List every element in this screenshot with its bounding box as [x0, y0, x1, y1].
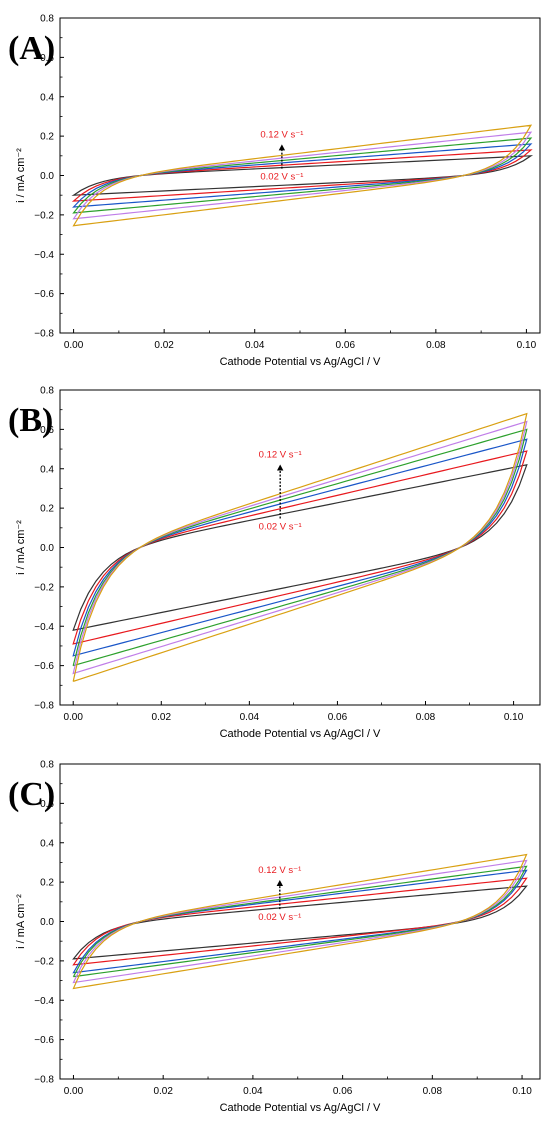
annotation-bottom: 0.02 V s⁻¹ [258, 912, 301, 923]
y-tick-label: 0.4 [40, 92, 54, 103]
x-tick-label: 0.00 [64, 340, 84, 351]
cv-series-3 [72, 869, 528, 974]
arrow-head [276, 464, 284, 471]
y-tick-label: 0.2 [40, 878, 54, 889]
annotation-top: 0.12 V s⁻¹ [258, 865, 301, 876]
cv-series-5 [72, 420, 528, 675]
x-tick-label: 0.06 [328, 712, 348, 723]
cv-chart-b: −0.8 −0.6 −0.4 −0.2 0.0 0.2 0.4 0.6 0.8 0.00 0.02 0… [15, 386, 541, 740]
cv-series-4 [72, 428, 528, 667]
annotation-top: 0.12 V s⁻¹ [259, 449, 302, 460]
x-tick-label: 0.06 [333, 1086, 353, 1097]
cv-series-1 [71, 155, 534, 196]
panel-label-c: (C) [8, 776, 56, 813]
y-tick-label: −0.2 [34, 210, 54, 221]
x-tick-label: 0.04 [240, 712, 260, 723]
annotation-bottom: 0.02 V s⁻¹ [260, 172, 303, 183]
y-tick-label: 0.0 [40, 543, 54, 554]
x-axis-title: Cathode Potential vs Ag/AgCl / V [220, 356, 381, 368]
y-tick-label: −0.6 [34, 1035, 54, 1046]
x-tick-label: 0.10 [504, 712, 524, 723]
y-axis-title: i / mA cm⁻² [15, 148, 27, 203]
x-tick-label: 0.08 [416, 712, 436, 723]
cv-chart-c: −0.8 −0.6 −0.4 −0.2 0.0 0.2 0.4 0.6 0.8 0.00 0.02 0… [15, 760, 541, 1114]
cv-series-1 [72, 885, 528, 960]
cv-series-2 [72, 450, 528, 645]
cv-series-4 [72, 865, 528, 978]
y-axis-title: i / mA cm⁻² [15, 894, 27, 949]
chart-panel-b: (B) −0.8 −0.6 −0.4 −0.2 0.0 0.2 0.4 0.6 0.8 0.00 0… [0, 372, 550, 742]
annotation-bottom: 0.02 V s⁻¹ [259, 522, 302, 533]
y-tick-label: −0.8 [34, 329, 54, 340]
x-tick-label: 0.00 [63, 712, 83, 723]
x-tick-label: 0.02 [152, 712, 172, 723]
x-tick-label: 0.04 [245, 340, 265, 351]
y-tick-label: −0.8 [34, 701, 54, 712]
x-tick-label: 0.02 [154, 340, 174, 351]
y-tick-label: 0.2 [40, 504, 54, 515]
y-tick-label: 0.2 [40, 132, 54, 143]
y-tick-label: 0.6 [40, 799, 54, 810]
cv-series-6 [72, 853, 528, 990]
x-tick-label: 0.02 [153, 1086, 173, 1097]
y-tick-label: −0.2 [34, 582, 54, 593]
x-tick-label: 0.10 [512, 1086, 532, 1097]
cv-series-5 [72, 131, 533, 220]
y-tick-label: 0.8 [40, 386, 54, 397]
x-axis-title: Cathode Potential vs Ag/AgCl / V [220, 728, 381, 740]
y-tick-label: −0.4 [34, 622, 54, 633]
y-tick-label: −0.4 [34, 250, 54, 261]
x-axis-title: Cathode Potential vs Ag/AgCl / V [220, 1102, 381, 1114]
cv-series-1 [72, 464, 528, 631]
x-tick-label: 0.08 [426, 340, 446, 351]
y-tick-label: −0.4 [34, 996, 54, 1007]
cv-chart-a: −0.8 −0.6 −0.4 −0.2 0.0 0.2 0.4 0.6 0.8 0.00 0.02 0… [15, 14, 541, 368]
x-tick-label: 0.00 [64, 1086, 84, 1097]
cv-series-2 [71, 149, 533, 202]
y-tick-label: 0.8 [40, 14, 54, 25]
annotation-top: 0.12 V s⁻¹ [260, 129, 303, 140]
y-tick-label: −0.2 [34, 956, 54, 967]
cv-series-3 [72, 438, 528, 657]
y-tick-label: 0.6 [40, 425, 54, 436]
cv-series-6 [72, 412, 528, 682]
x-tick-label: 0.06 [336, 340, 356, 351]
y-tick-label: 0.6 [40, 53, 54, 64]
x-tick-label: 0.04 [243, 1086, 263, 1097]
cv-series-4 [72, 137, 533, 214]
cv-series-2 [72, 877, 528, 966]
chart-panel-a: (A) −0.8 −0.6 −0.4 −0.2 0.0 0.2 0.4 0.6 0.8 0.00 0… [0, 0, 550, 370]
y-axis-title: i / mA cm⁻² [15, 520, 27, 575]
y-tick-label: −0.6 [34, 289, 54, 300]
plot-frame [59, 389, 541, 706]
y-tick-label: −0.8 [34, 1075, 54, 1086]
y-tick-label: 0.8 [40, 760, 54, 771]
cv-series-6 [72, 124, 533, 227]
panel-label-a: (A) [8, 30, 56, 67]
arrow-head [278, 144, 286, 151]
x-tick-label: 0.08 [423, 1086, 443, 1097]
y-tick-label: 0.0 [40, 171, 54, 182]
x-tick-label: 0.10 [517, 340, 537, 351]
chart-panel-c: (C) −0.8 −0.6 −0.4 −0.2 0.0 0.2 0.4 0.6 0.8 0.00 0… [0, 746, 550, 1116]
y-tick-label: 0.0 [40, 917, 54, 928]
y-tick-label: −0.6 [34, 661, 54, 672]
arrow-head [276, 879, 284, 886]
y-tick-label: 0.4 [40, 838, 54, 849]
y-tick-label: 0.4 [40, 464, 54, 475]
cv-series-3 [72, 143, 533, 208]
cv-series-5 [72, 859, 528, 984]
panel-label-b: (B) [8, 402, 54, 439]
